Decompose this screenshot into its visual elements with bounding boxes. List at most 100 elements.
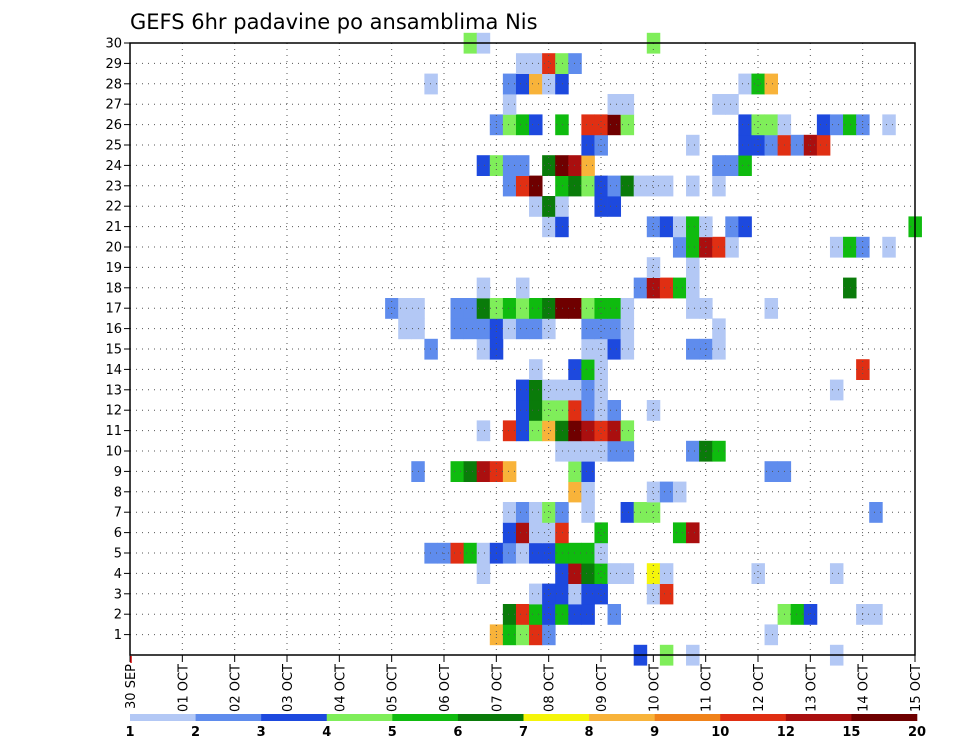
heatmap-cell [594, 175, 608, 197]
heatmap-cell [646, 216, 661, 238]
heatmap-cell [659, 216, 674, 238]
heatmap-cell [620, 440, 635, 462]
heatmap-cell [725, 236, 739, 258]
heatmap-cell [542, 624, 556, 646]
heatmap-cell [568, 420, 582, 442]
heatmap-cell [829, 114, 844, 136]
y-tick-label: 3 [114, 587, 122, 602]
heatmap-cell [659, 277, 674, 299]
y-tick-label: 13 [105, 383, 122, 398]
y-axis: 1234567891011121314151617181920212223242… [105, 37, 130, 643]
colorbar-label: 7 [519, 725, 528, 740]
y-tick-label: 15 [105, 343, 122, 358]
heatmap-cell [502, 298, 517, 319]
heatmap-cell [594, 359, 608, 380]
x-tick-label: 02 OCT [229, 664, 244, 712]
y-tick-label: 25 [105, 139, 122, 154]
x-tick-label: 15 OCT [909, 664, 924, 712]
heatmap-cell [672, 277, 687, 299]
heatmap-cell [529, 53, 543, 74]
heatmap-cell [607, 563, 622, 584]
heatmap-cell [725, 216, 739, 238]
heatmap-cell [620, 298, 635, 319]
x-tick-label: 11 OCT [700, 664, 715, 712]
heatmap-cell [607, 298, 622, 319]
heatmap-cell [424, 542, 438, 564]
heatmap-cell [515, 53, 530, 74]
heatmap-cell [751, 73, 765, 95]
heatmap-cell [529, 114, 543, 136]
heatmap-cell [646, 502, 661, 523]
heatmap-cell [581, 155, 595, 176]
colorbar-label: 3 [257, 725, 266, 740]
heatmap-cell [672, 236, 687, 258]
heatmap-cell [463, 461, 478, 482]
heatmap-cell [594, 196, 608, 217]
heatmap-cell [450, 318, 465, 340]
y-tick-label: 22 [105, 200, 122, 215]
heatmap-cell [594, 420, 608, 442]
heatmap-cell [646, 563, 661, 584]
heatmap-cell [594, 583, 608, 605]
heatmap-cell [607, 338, 622, 360]
heatmap-cell [646, 257, 661, 278]
heatmap-cell [542, 298, 556, 319]
heatmap-cell [738, 134, 752, 156]
heatmap-cell [816, 134, 831, 156]
heatmap-cell [398, 318, 412, 340]
heatmap-cell [738, 114, 752, 136]
heatmap-cell [502, 522, 517, 544]
heatmap-cell [764, 73, 779, 95]
y-tick-label: 28 [105, 77, 122, 92]
heatmap-cell [555, 604, 569, 625]
heatmap-cell [529, 400, 543, 421]
heatmap-cell [738, 73, 752, 95]
colorbar-label: 8 [585, 725, 594, 740]
x-tick-label: 13 OCT [804, 664, 819, 712]
heatmap-cell [555, 522, 569, 544]
heatmap-cell [463, 318, 478, 340]
heatmap-cell [568, 583, 582, 605]
y-tick-label: 2 [114, 608, 122, 623]
y-tick-label: 9 [114, 465, 122, 480]
heatmap-cell [502, 114, 517, 136]
heatmap-cell [594, 400, 608, 421]
colorbar-label: 20 [908, 725, 926, 740]
heatmap-cell [790, 134, 805, 156]
heatmap-cell [594, 114, 608, 136]
heatmap-cell [829, 236, 844, 258]
heatmap-cell [581, 481, 595, 503]
heatmap-cell [607, 604, 622, 625]
x-tick-label: 01 OCT [176, 664, 191, 712]
heatmap-cell [555, 114, 569, 136]
heatmap-cell [476, 420, 491, 442]
x-tick-label: 04 OCT [333, 664, 348, 712]
colorbar: 1 2 3 4 5 6 7 8 9 10 12 15 20 [125, 714, 926, 740]
heatmap-cell [542, 400, 556, 421]
heatmap-cell [515, 114, 530, 136]
heatmap-cell [515, 624, 530, 646]
heatmap-cell [529, 318, 543, 340]
heatmap-cell [515, 298, 530, 319]
heatmap-cell [829, 563, 844, 584]
heatmap-cell [515, 175, 530, 197]
heatmap-cell [542, 502, 556, 523]
heatmap-cell [686, 298, 700, 319]
heatmap-cell [803, 604, 818, 625]
colorbar-swatch [261, 714, 328, 721]
heatmap-cell [620, 94, 635, 115]
heatmap-cell [581, 400, 595, 421]
y-tick-label: 23 [105, 179, 122, 194]
heatmap-cell [659, 175, 674, 197]
x-tick-label: 06 OCT [438, 664, 453, 712]
heatmap-cell [555, 53, 569, 74]
heatmap-cell [529, 359, 543, 380]
colorbar-label: 5 [388, 725, 397, 740]
x-tick-label: 03 OCT [281, 664, 296, 712]
heatmap-cell [869, 604, 883, 625]
heatmap-cell [515, 502, 530, 523]
heatmap-cell [515, 73, 530, 95]
y-tick-label: 10 [105, 445, 122, 460]
heatmap-cell [646, 583, 661, 605]
